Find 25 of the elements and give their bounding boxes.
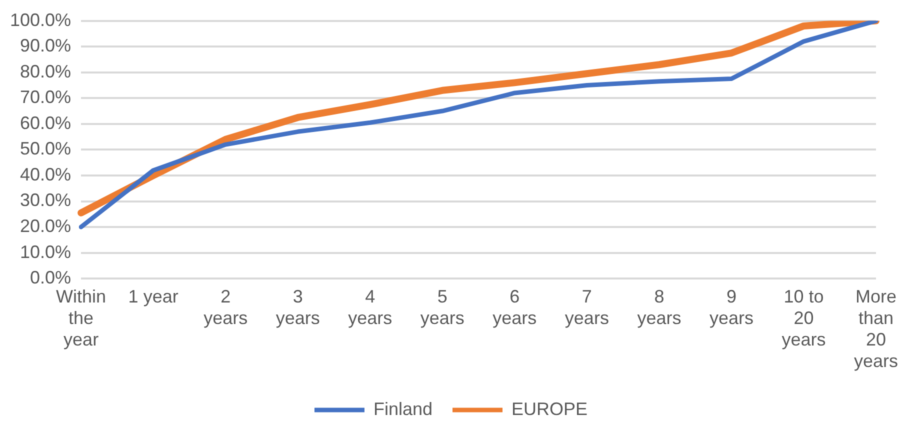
x-tick-label: 9 years <box>709 286 754 328</box>
y-tick-label: 100.0% <box>10 10 72 30</box>
x-tick-label: 3 years <box>276 286 320 328</box>
x-tick-label: 5 years <box>420 286 464 328</box>
x-tick-label: More than 20 years <box>854 286 898 372</box>
y-tick-label: 80.0% <box>20 61 72 82</box>
x-tick-label: Within the year <box>56 286 106 350</box>
y-tick-label: 50.0% <box>20 138 72 159</box>
legend-label: Finland <box>373 398 433 419</box>
x-tick-label: 8 years <box>637 286 682 328</box>
x-tick-label: 10 to 20 years <box>782 286 826 350</box>
x-tick-label: 7 years <box>564 286 609 328</box>
x-tick-label: 6 years <box>492 286 537 328</box>
y-tick-label: 90.0% <box>20 36 72 56</box>
y-tick-label: 10.0% <box>20 242 72 262</box>
x-tick-label: 4 years <box>348 286 392 328</box>
y-tick-label: 60.0% <box>20 112 72 133</box>
legend-label: EUROPE <box>512 398 588 419</box>
y-tick-label: 0.0% <box>30 268 72 288</box>
y-tick-label: 20.0% <box>20 216 72 236</box>
y-tick-label: 40.0% <box>20 164 72 184</box>
x-tick-label: 2 years <box>204 286 248 328</box>
y-tick-label: 70.0% <box>20 87 72 108</box>
y-tick-label: 30.0% <box>20 190 72 210</box>
x-tick-label: 1 year <box>128 286 178 306</box>
